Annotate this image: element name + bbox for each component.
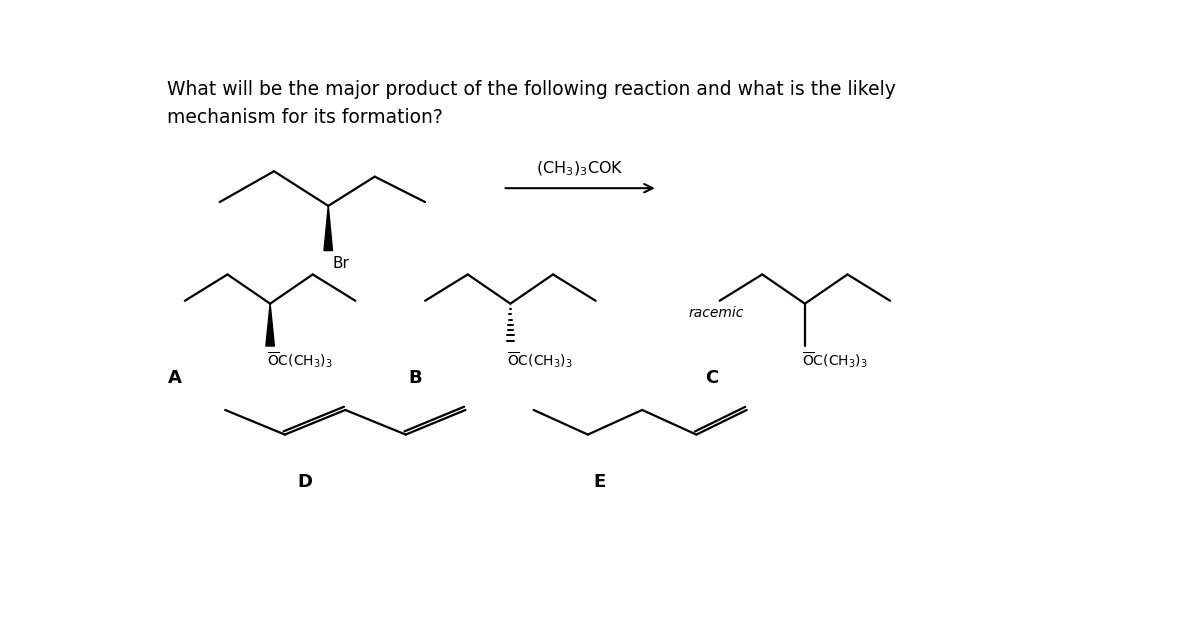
Text: C: C <box>706 369 719 387</box>
Text: B: B <box>408 369 422 387</box>
Text: E: E <box>593 473 606 491</box>
Text: D: D <box>298 473 312 491</box>
Polygon shape <box>266 304 275 346</box>
Text: Br: Br <box>332 256 349 271</box>
Text: A: A <box>168 369 181 387</box>
Polygon shape <box>324 206 332 251</box>
Text: racemic: racemic <box>689 306 744 320</box>
Text: (CH$_3$)$_3$COK: (CH$_3$)$_3$COK <box>536 160 624 178</box>
Text: $\overline{\mathrm{O}}$C(CH$_3$)$_3$: $\overline{\mathrm{O}}$C(CH$_3$)$_3$ <box>802 351 868 371</box>
Text: mechanism for its formation?: mechanism for its formation? <box>167 108 443 127</box>
Text: What will be the major product of the following reaction and what is the likely: What will be the major product of the fo… <box>167 81 896 99</box>
Text: $\overline{\mathrm{O}}$C(CH$_3$)$_3$: $\overline{\mathrm{O}}$C(CH$_3$)$_3$ <box>268 351 332 371</box>
Text: $\overline{\mathrm{O}}$C(CH$_3$)$_3$: $\overline{\mathrm{O}}$C(CH$_3$)$_3$ <box>508 351 574 371</box>
